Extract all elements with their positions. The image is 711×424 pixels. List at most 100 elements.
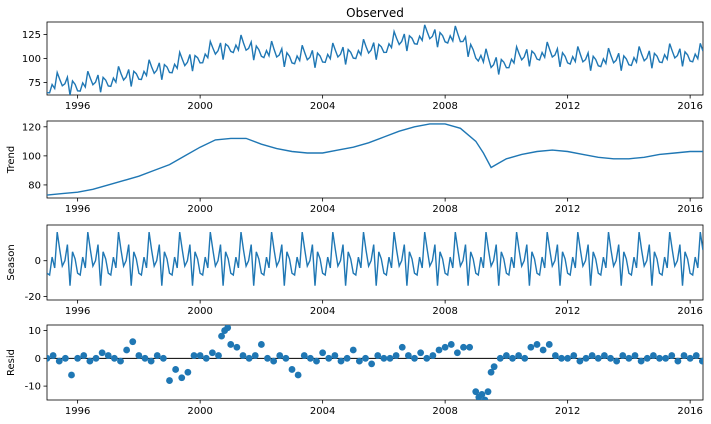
resid-point xyxy=(686,354,694,362)
resid-point xyxy=(325,354,333,362)
resid-point xyxy=(92,354,100,362)
resid-point xyxy=(123,346,131,354)
resid-point xyxy=(594,354,602,362)
resid-point xyxy=(135,352,143,359)
resid-xtick-label: 2000 xyxy=(187,406,212,417)
resid-point xyxy=(582,354,590,362)
resid-point xyxy=(564,354,572,362)
observed-xtick-label: 1996 xyxy=(65,101,90,112)
season-axes-frame xyxy=(46,224,704,301)
observed-ytick-label: 75 xyxy=(28,78,41,89)
resid-point xyxy=(233,343,241,351)
observed-ytick-label: 125 xyxy=(22,30,41,41)
resid-point xyxy=(294,371,302,379)
resid-point xyxy=(649,352,657,359)
resid-point xyxy=(637,357,645,365)
resid-point xyxy=(404,352,412,359)
resid-point xyxy=(607,354,614,362)
resid-point xyxy=(429,352,437,359)
season-xtick-label: 2004 xyxy=(310,306,335,317)
resid-point xyxy=(110,354,118,362)
resid-point xyxy=(276,352,284,359)
trend-axes-frame xyxy=(46,120,704,199)
resid-point xyxy=(484,388,492,396)
resid-point xyxy=(153,352,161,359)
resid-point xyxy=(558,354,565,362)
resid-point xyxy=(398,343,406,351)
resid-point xyxy=(218,332,225,340)
resid-point xyxy=(257,341,265,348)
resid-point xyxy=(588,352,596,359)
resid-point xyxy=(224,325,232,332)
trend-ytick-label: 100 xyxy=(22,151,41,162)
resid-point xyxy=(355,357,363,365)
resid-axes-frame xyxy=(46,324,704,401)
resid-ytick-label: -10 xyxy=(25,382,41,393)
resid-point xyxy=(674,357,682,365)
resid-point xyxy=(319,349,327,357)
resid-point xyxy=(392,352,400,359)
resid-point xyxy=(576,357,584,365)
season-xtick-label: 1996 xyxy=(65,306,90,317)
resid-point xyxy=(447,341,455,348)
resid-point xyxy=(613,357,621,365)
resid-point xyxy=(466,343,474,351)
resid-point xyxy=(502,352,510,359)
season-ytick-label: -20 xyxy=(25,292,41,303)
resid-point xyxy=(270,357,278,365)
resid-point xyxy=(172,366,180,373)
resid-point xyxy=(147,357,155,365)
resid-point xyxy=(527,343,535,351)
resid-point xyxy=(129,338,137,346)
resid-point xyxy=(692,352,700,359)
resid-xtick-label: 2016 xyxy=(677,406,702,417)
resid-point xyxy=(47,354,51,362)
resid-point xyxy=(668,352,676,359)
resid-point xyxy=(515,352,523,359)
resid-point xyxy=(80,352,88,359)
resid-point xyxy=(208,349,216,357)
trend-series-line xyxy=(47,123,703,196)
resid-point xyxy=(98,349,106,357)
resid-point xyxy=(481,396,489,400)
resid-point xyxy=(49,352,57,359)
resid-point xyxy=(656,354,663,362)
resid-point xyxy=(472,388,480,396)
observed-ytick-label: 100 xyxy=(22,54,41,65)
resid-point xyxy=(337,357,345,365)
resid-point xyxy=(202,354,210,362)
trend-xtick-label: 2012 xyxy=(555,204,580,215)
resid-point xyxy=(509,354,516,362)
resid-point xyxy=(245,354,253,362)
resid-point xyxy=(74,354,82,362)
resid-point xyxy=(643,354,651,362)
season-xtick-label: 2012 xyxy=(555,306,580,317)
season-series-line xyxy=(47,231,703,286)
resid-point xyxy=(239,352,247,359)
resid-point xyxy=(104,352,112,359)
resid-point xyxy=(625,354,633,362)
observed-xtick-label: 2016 xyxy=(677,101,702,112)
resid-point xyxy=(521,354,529,362)
resid-point xyxy=(282,354,290,362)
resid-point xyxy=(368,360,376,368)
resid-point xyxy=(551,352,559,359)
panel-title-observed: Observed xyxy=(346,6,404,20)
resid-point xyxy=(662,354,670,362)
resid-point xyxy=(453,349,461,357)
resid-xtick-label: 2004 xyxy=(310,406,335,417)
trend-ylabel: Trend xyxy=(6,146,17,174)
resid-point xyxy=(86,357,94,365)
season-xtick-label: 2008 xyxy=(432,306,457,317)
resid-point xyxy=(423,354,431,362)
resid-point xyxy=(435,346,443,354)
trend-xtick-label: 2008 xyxy=(432,204,457,215)
resid-point xyxy=(539,346,547,354)
resid-ylabel: Resid xyxy=(6,349,17,376)
resid-xtick-label: 1996 xyxy=(65,406,90,417)
resid-point xyxy=(306,354,314,362)
observed-series-line xyxy=(47,24,703,95)
trend-ytick-label: 120 xyxy=(22,122,41,133)
season-ylabel: Season xyxy=(6,244,17,280)
